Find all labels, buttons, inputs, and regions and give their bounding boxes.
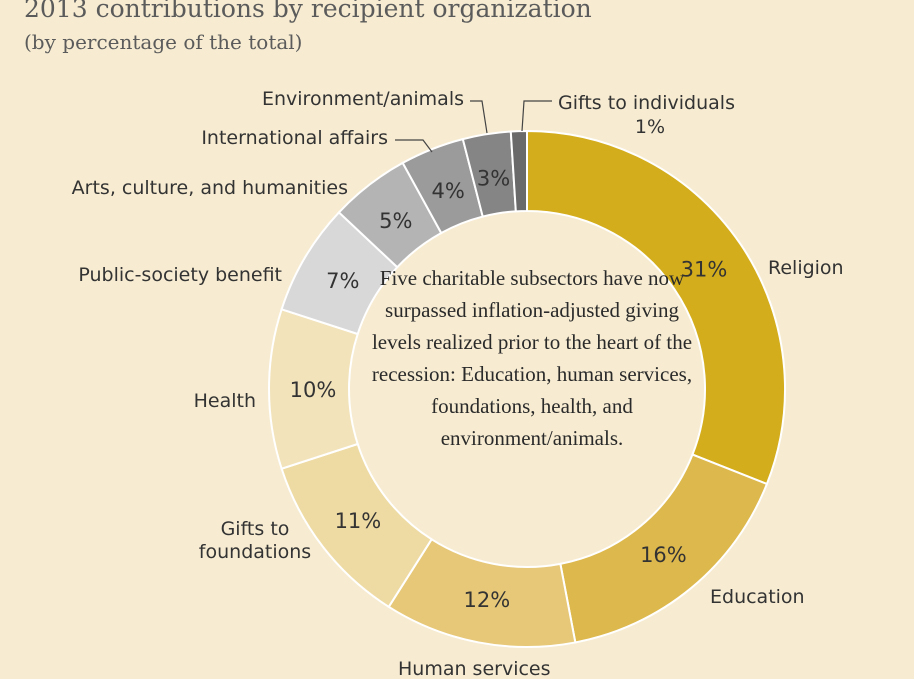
- slice-gifts-to-individuals: [509, 129, 528, 213]
- category-label-education: Education: [710, 586, 805, 608]
- value-label-gifts-to-foundations: 11%: [335, 509, 382, 533]
- value-label-international-affairs: 4%: [432, 179, 465, 203]
- center-note: Five charitable subsectors have now surp…: [371, 266, 693, 450]
- category-label-arts-culture-and-humanities: Arts, culture, and humanities: [72, 177, 348, 199]
- category-label-environment-animals: Environment/animals: [262, 88, 464, 110]
- value-label-religion: 31%: [681, 258, 728, 282]
- value-label-arts-culture-and-humanities: 5%: [379, 209, 412, 233]
- category-label-gifts-to-individuals: Gifts to individuals: [558, 92, 735, 114]
- value-label-gifts-to-individuals: 1%: [635, 116, 665, 138]
- category-label-human-services: Human services: [398, 658, 551, 679]
- value-label-human-services: 12%: [464, 588, 511, 612]
- value-label-education: 16%: [640, 543, 687, 567]
- slice-religion: [526, 129, 786, 486]
- leader-line-arts-culture-and-humanities: [395, 139, 433, 153]
- value-label-health: 10%: [290, 378, 337, 402]
- value-label-public-society-benefit: 7%: [326, 269, 359, 293]
- category-label-health: Health: [194, 390, 256, 412]
- category-label-public-society-benefit: Public-society benefit: [78, 264, 282, 286]
- leader-line-environment-animals: [470, 100, 488, 134]
- leader-line-gifts-to-individuals: [521, 100, 552, 132]
- category-label-religion: Religion: [768, 257, 844, 279]
- category-label-international-affairs: International affairs: [201, 127, 388, 149]
- value-label-environment-animals: 3%: [477, 167, 510, 191]
- chart-title: 2013 contributions by recipient organiza…: [24, 0, 592, 23]
- category-label-gifts-to-foundations: Gifts to foundations: [199, 518, 311, 563]
- chart-subtitle: (by percentage of the total): [24, 30, 303, 54]
